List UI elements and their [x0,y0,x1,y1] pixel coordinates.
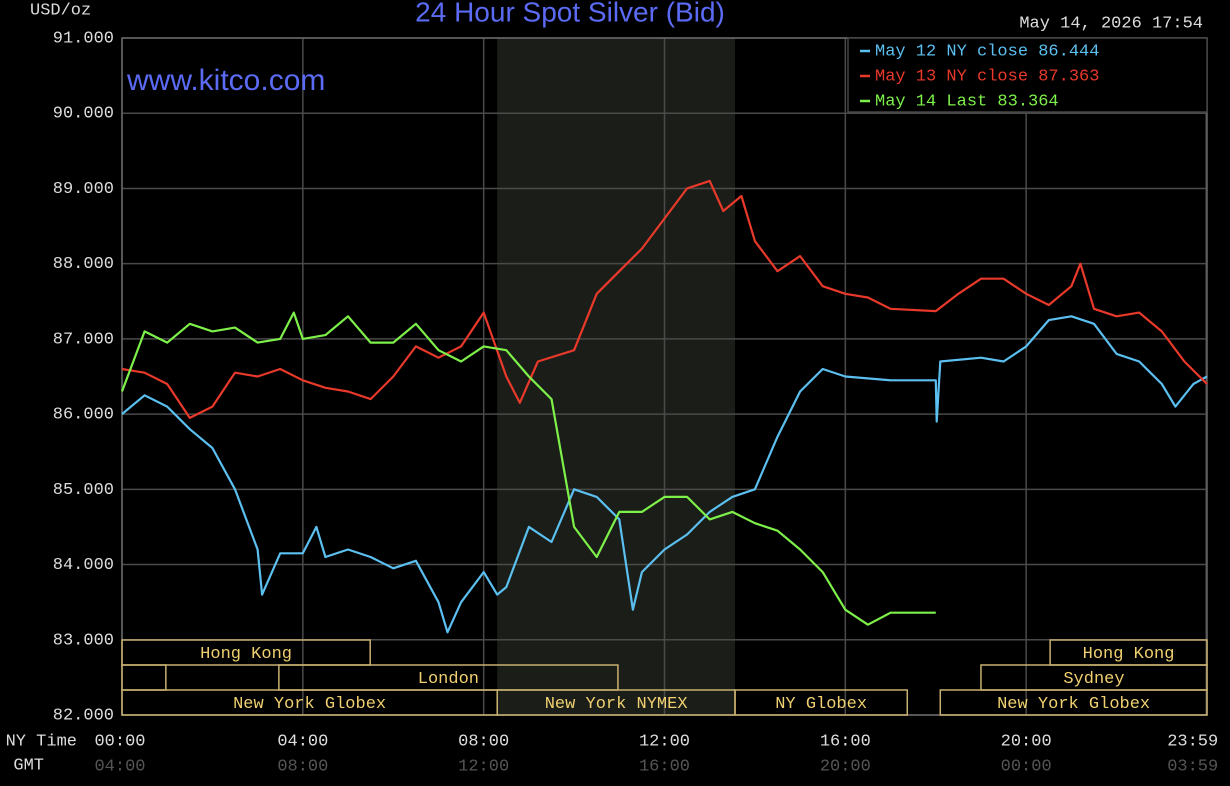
session-label: New York NYMEX [545,695,688,714]
timestamp: May 14, 2026 17:54 [1019,14,1203,33]
x-tick-label: 23:59 [1167,732,1218,751]
x2-tick-label: 00:00 [1001,757,1052,776]
y-tick-label: 88.000 [53,255,114,274]
x-tick-label: 04:00 [277,732,328,751]
legend-label: May 14 Last 83.364 [875,92,1059,111]
y-axis-label: USD/oz [30,1,91,20]
y-tick-label: 87.000 [53,330,114,349]
session-label: New York Globex [233,695,386,714]
y-tick-label: 89.000 [53,180,114,199]
session-label: Sydney [1063,670,1124,689]
series-line [120,311,936,626]
series-line [121,179,1208,419]
chart-title: 24 Hour Spot Silver (Bid) [415,0,725,27]
legend-label: May 13 NY close 87.363 [875,67,1099,86]
session-box [734,689,909,716]
session-label: NY Globex [775,695,867,714]
x2-tick-label: 12:00 [458,757,509,776]
legend-box [847,37,1208,113]
x2-tick-label: 04:00 [94,757,145,776]
y-tick-label: 91.000 [53,29,114,48]
x2-tick-label: 16:00 [639,757,690,776]
x2-tick-label: 08:00 [277,757,328,776]
x-tick-label: 08:00 [458,732,509,751]
x-tick-label: 20:00 [1001,732,1052,751]
session-label: Hong Kong [200,645,292,664]
x2-tick-label: 03:59 [1167,757,1218,776]
watermark: www.kitco.com [126,64,325,97]
x2-tick-label: 20:00 [820,757,871,776]
y-tick-label: 84.000 [53,556,114,575]
x2-axis-label: GMT [13,756,44,775]
session-box [121,639,371,666]
y-tick-label: 86.000 [53,406,114,425]
y-tick-label: 85.000 [53,481,114,500]
y-tick-label: 83.000 [53,631,114,650]
session-label: London [418,670,479,689]
session-box [939,689,1208,716]
shaded-region [497,38,736,715]
x-tick-label: 16:00 [820,732,871,751]
x-axis-label: NY Time [6,732,77,751]
session-label: Hong Kong [1083,645,1175,664]
x-tick-label: 00:00 [94,732,145,751]
legend-label: May 12 NY close 86.444 [875,42,1099,61]
y-tick-label: 90.000 [53,105,114,124]
session-label: New York Globex [997,695,1150,714]
y-tick-label: 82.000 [53,706,114,725]
x-tick-label: 12:00 [639,732,690,751]
series-line [121,315,1208,634]
